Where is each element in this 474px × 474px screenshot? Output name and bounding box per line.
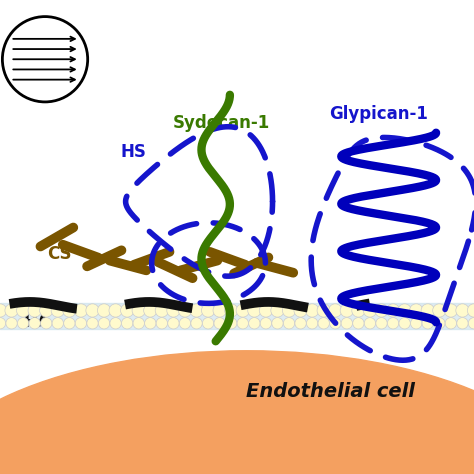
Circle shape xyxy=(6,318,17,329)
Circle shape xyxy=(421,304,434,317)
Circle shape xyxy=(29,318,40,329)
Circle shape xyxy=(167,304,180,317)
Circle shape xyxy=(318,318,329,329)
Circle shape xyxy=(364,318,375,329)
Circle shape xyxy=(445,318,456,329)
Circle shape xyxy=(272,318,283,329)
Circle shape xyxy=(410,318,422,329)
Circle shape xyxy=(110,318,121,329)
Circle shape xyxy=(363,304,376,317)
Circle shape xyxy=(399,318,410,329)
Circle shape xyxy=(145,318,156,329)
Circle shape xyxy=(386,304,400,317)
Text: HS: HS xyxy=(121,143,147,161)
Text: Endothelial cell: Endothelial cell xyxy=(246,382,415,401)
Ellipse shape xyxy=(0,351,474,474)
Circle shape xyxy=(17,304,30,317)
Circle shape xyxy=(75,318,87,329)
Circle shape xyxy=(398,304,411,317)
Circle shape xyxy=(0,318,6,329)
Circle shape xyxy=(283,318,295,329)
Circle shape xyxy=(87,318,98,329)
Circle shape xyxy=(294,304,307,317)
Circle shape xyxy=(121,318,133,329)
Circle shape xyxy=(201,304,215,317)
Circle shape xyxy=(329,318,341,329)
Circle shape xyxy=(74,304,88,317)
Circle shape xyxy=(352,304,365,317)
Circle shape xyxy=(156,318,167,329)
Circle shape xyxy=(271,304,284,317)
Circle shape xyxy=(202,318,214,329)
Circle shape xyxy=(99,318,110,329)
Circle shape xyxy=(40,304,53,317)
Circle shape xyxy=(0,304,7,317)
Circle shape xyxy=(225,304,238,317)
Circle shape xyxy=(178,304,191,317)
Circle shape xyxy=(468,318,474,329)
Circle shape xyxy=(295,318,306,329)
Circle shape xyxy=(168,318,179,329)
Bar xyxy=(0,303,474,329)
Circle shape xyxy=(86,304,99,317)
Circle shape xyxy=(179,318,191,329)
Circle shape xyxy=(248,304,261,317)
Text: Glypican-1: Glypican-1 xyxy=(329,105,428,123)
Circle shape xyxy=(457,318,468,329)
Circle shape xyxy=(28,304,41,317)
Circle shape xyxy=(237,318,248,329)
Circle shape xyxy=(444,304,457,317)
Circle shape xyxy=(317,304,330,317)
Circle shape xyxy=(467,304,474,317)
Circle shape xyxy=(353,318,364,329)
Circle shape xyxy=(191,318,202,329)
Circle shape xyxy=(410,304,423,317)
Circle shape xyxy=(341,318,353,329)
Circle shape xyxy=(214,318,225,329)
Circle shape xyxy=(109,304,122,317)
Circle shape xyxy=(236,304,249,317)
Circle shape xyxy=(249,318,260,329)
Circle shape xyxy=(340,304,354,317)
Circle shape xyxy=(5,304,18,317)
Circle shape xyxy=(18,318,29,329)
Circle shape xyxy=(132,304,146,317)
Circle shape xyxy=(375,304,388,317)
Circle shape xyxy=(260,318,272,329)
Circle shape xyxy=(213,304,226,317)
Circle shape xyxy=(387,318,399,329)
Circle shape xyxy=(144,304,157,317)
Circle shape xyxy=(376,318,387,329)
Circle shape xyxy=(155,304,168,317)
Circle shape xyxy=(133,318,145,329)
Circle shape xyxy=(120,304,134,317)
Circle shape xyxy=(283,304,296,317)
Circle shape xyxy=(434,318,445,329)
Circle shape xyxy=(226,318,237,329)
Text: CS: CS xyxy=(47,245,72,263)
Circle shape xyxy=(307,318,318,329)
Circle shape xyxy=(422,318,433,329)
Circle shape xyxy=(259,304,273,317)
Circle shape xyxy=(64,318,75,329)
Circle shape xyxy=(98,304,111,317)
Circle shape xyxy=(306,304,319,317)
Text: Sydecan-1: Sydecan-1 xyxy=(173,114,270,132)
Circle shape xyxy=(456,304,469,317)
Circle shape xyxy=(51,304,64,317)
Text: HA: HA xyxy=(24,313,50,331)
Circle shape xyxy=(52,318,64,329)
Circle shape xyxy=(328,304,342,317)
Circle shape xyxy=(63,304,76,317)
Circle shape xyxy=(41,318,52,329)
Circle shape xyxy=(190,304,203,317)
Circle shape xyxy=(433,304,446,317)
